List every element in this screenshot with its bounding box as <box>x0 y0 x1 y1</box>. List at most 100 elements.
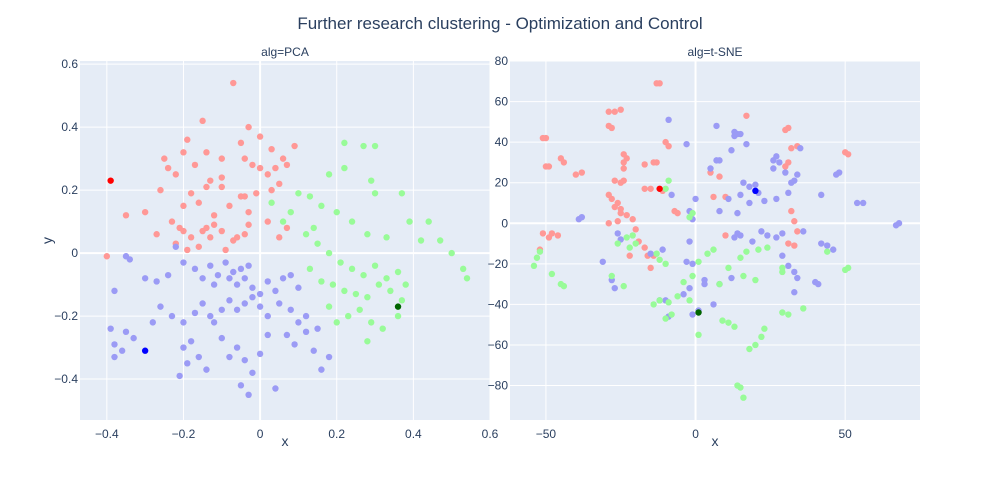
data-point <box>572 171 580 178</box>
data-point <box>203 183 210 191</box>
data-point <box>264 312 271 320</box>
data-point <box>222 246 229 254</box>
data-point <box>539 230 547 237</box>
y-tick-label: −40 <box>488 297 509 311</box>
data-point <box>180 227 187 235</box>
data-point <box>241 300 248 307</box>
data-point <box>325 171 333 178</box>
points-layer <box>530 80 903 401</box>
data-point <box>674 209 681 217</box>
data-point <box>233 234 241 241</box>
data-point <box>207 234 214 241</box>
tsne-panel: −50 0 50 −80 −60 −40 −20 0 20 40 60 80 alg=t-SNE x <box>488 45 920 449</box>
data-point <box>368 319 375 326</box>
data-point <box>203 224 210 232</box>
data-point <box>614 230 621 237</box>
data-point <box>333 208 340 216</box>
data-point <box>218 183 225 191</box>
y-tick-label: 0.4 <box>61 120 78 134</box>
data-point <box>291 341 298 348</box>
data-point <box>287 306 294 313</box>
data-point <box>737 191 744 199</box>
data-point <box>436 237 444 244</box>
data-point <box>797 145 804 152</box>
data-point <box>665 177 672 184</box>
data-point <box>548 270 556 278</box>
data-point <box>728 274 735 282</box>
data-point <box>264 278 271 285</box>
data-point <box>203 366 210 373</box>
data-point <box>683 258 690 265</box>
data-point <box>578 169 586 176</box>
data-point <box>168 312 176 320</box>
data-point <box>533 254 541 261</box>
data-point <box>728 147 735 154</box>
data-point <box>713 122 720 130</box>
data-point <box>283 161 291 169</box>
y-tick-label: 20 <box>495 176 509 190</box>
y-tick-label: 0.2 <box>61 183 78 197</box>
data-point <box>686 284 693 292</box>
data-point <box>701 280 708 288</box>
data-point <box>608 195 615 203</box>
data-point <box>614 240 621 247</box>
data-point <box>149 319 157 326</box>
data-point <box>287 208 294 216</box>
y-tick-label: −60 <box>488 338 509 352</box>
y-tick-label: 60 <box>495 95 509 109</box>
data-point <box>341 164 348 172</box>
data-point <box>203 149 210 156</box>
data-point <box>653 250 660 257</box>
data-point <box>226 275 233 282</box>
data-point <box>710 301 717 308</box>
data-point <box>617 106 624 113</box>
data-point <box>841 266 849 274</box>
data-point <box>788 145 795 152</box>
data-point <box>368 177 375 184</box>
data-point <box>683 140 690 148</box>
data-point <box>853 199 861 207</box>
data-point <box>107 325 114 332</box>
data-point <box>689 311 696 318</box>
x-tick-label: 0 <box>257 427 264 441</box>
data-point <box>318 202 325 210</box>
data-point <box>176 372 183 380</box>
data-point <box>448 249 455 257</box>
data-point <box>743 140 750 148</box>
data-point <box>272 287 279 295</box>
data-point <box>692 195 699 203</box>
data-point <box>665 299 672 306</box>
y-tick-label: 0 <box>71 246 78 260</box>
data-point <box>770 157 777 164</box>
data-point <box>722 232 729 239</box>
data-point <box>656 80 663 87</box>
data-point <box>302 231 310 238</box>
plot-area <box>80 61 490 420</box>
data-point <box>530 262 538 270</box>
data-point <box>779 252 786 259</box>
data-point <box>306 193 314 200</box>
data-point <box>157 303 164 310</box>
data-point <box>310 347 317 354</box>
data-point <box>734 209 741 217</box>
data-point <box>779 230 786 237</box>
data-point <box>776 159 783 166</box>
data-point <box>318 278 325 285</box>
data-point <box>103 253 111 260</box>
data-point <box>226 297 233 304</box>
data-point <box>536 248 544 255</box>
data-point <box>302 312 310 320</box>
centroid-point <box>752 187 759 195</box>
data-point <box>360 142 367 150</box>
data-point <box>295 190 302 197</box>
data-point <box>295 284 302 291</box>
data-point <box>157 186 164 194</box>
data-point <box>425 218 432 225</box>
data-point <box>800 228 807 235</box>
data-point <box>245 262 252 269</box>
data-point <box>241 275 248 282</box>
data-point <box>617 179 624 186</box>
data-point <box>611 177 618 184</box>
x-axis-title: x <box>282 433 289 449</box>
data-point <box>794 228 801 235</box>
